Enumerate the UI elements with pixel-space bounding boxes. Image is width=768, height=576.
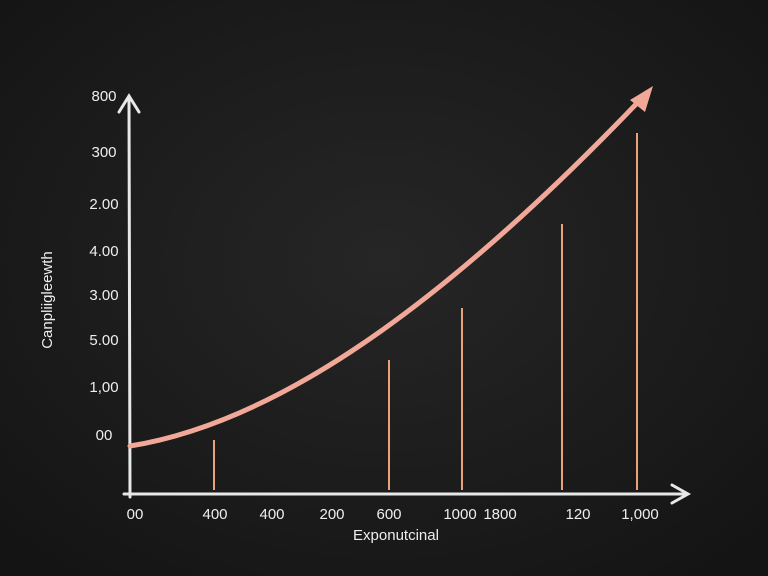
x-tick-label: 00 — [127, 506, 144, 523]
y-axis — [127, 98, 132, 499]
curve-arrow — [630, 86, 653, 112]
y-tick-label: 00 — [96, 427, 113, 444]
y-tick-label: 800 — [91, 88, 116, 105]
x-tick-label: 120 — [565, 506, 590, 523]
x-tick-label: 1000 — [443, 506, 476, 523]
y-axis-arrow — [117, 93, 141, 114]
x-tick-label: 1800 — [483, 506, 516, 523]
vertical-lines — [213, 133, 638, 490]
x-tick-label: 400 — [259, 506, 284, 523]
curve — [127, 97, 643, 449]
y-axis-title: Canpliigleewth — [39, 251, 56, 349]
x-tick-label: 400 — [202, 506, 227, 523]
x-tick-label: 600 — [376, 506, 401, 523]
x-tick-label: 1,000 — [621, 506, 659, 523]
labels: 800 300 2.00 4.00 3.00 5.00 1,00 00 00 400 400 200 6… — [89, 88, 658, 523]
x-tick-label: 200 — [319, 506, 344, 523]
x-axis-arrow — [670, 483, 692, 505]
x-axis-title: Exponutcinal — [353, 527, 439, 544]
y-tick-label: 3.00 — [89, 287, 118, 304]
y-tick-label: 300 — [91, 144, 116, 161]
y-tick-label: 4.00 — [89, 243, 118, 260]
y-tick-label: 2.00 — [89, 196, 118, 213]
y-tick-label: 5.00 — [89, 332, 118, 349]
axes — [117, 93, 692, 505]
y-tick-label: 1,00 — [89, 379, 118, 396]
